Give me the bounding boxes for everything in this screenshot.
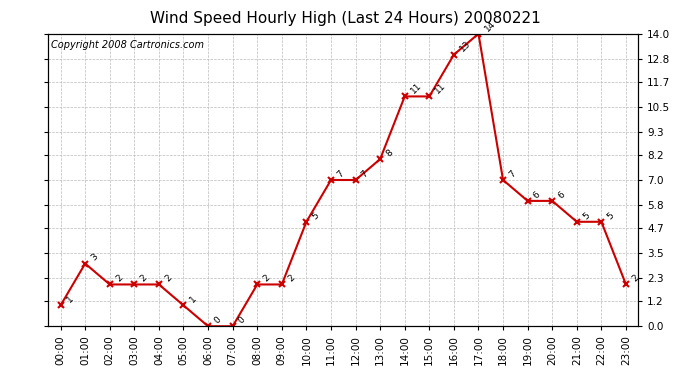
Text: 7: 7 xyxy=(359,169,370,179)
Text: 2: 2 xyxy=(114,273,124,284)
Text: 2: 2 xyxy=(139,273,149,284)
Text: 5: 5 xyxy=(606,211,616,221)
Text: Wind Speed Hourly High (Last 24 Hours) 20080221: Wind Speed Hourly High (Last 24 Hours) 2… xyxy=(150,11,540,26)
Text: 3: 3 xyxy=(89,252,100,263)
Text: 11: 11 xyxy=(409,81,424,96)
Text: Copyright 2008 Cartronics.com: Copyright 2008 Cartronics.com xyxy=(51,40,204,50)
Text: 14: 14 xyxy=(482,19,497,33)
Text: 6: 6 xyxy=(556,190,566,200)
Text: 11: 11 xyxy=(433,81,448,96)
Text: 7: 7 xyxy=(507,169,518,179)
Text: 2: 2 xyxy=(286,273,296,284)
Text: 7: 7 xyxy=(335,169,346,179)
Text: 1: 1 xyxy=(188,294,198,304)
Text: 0: 0 xyxy=(237,315,247,326)
Text: 1: 1 xyxy=(65,294,75,304)
Text: 13: 13 xyxy=(458,39,473,54)
Text: 2: 2 xyxy=(163,273,173,284)
Text: 8: 8 xyxy=(384,148,395,158)
Text: 0: 0 xyxy=(213,315,223,326)
Text: 5: 5 xyxy=(581,211,591,221)
Text: 2: 2 xyxy=(262,273,272,284)
Text: 6: 6 xyxy=(532,190,542,200)
Text: 2: 2 xyxy=(630,273,640,284)
Text: 5: 5 xyxy=(310,211,321,221)
